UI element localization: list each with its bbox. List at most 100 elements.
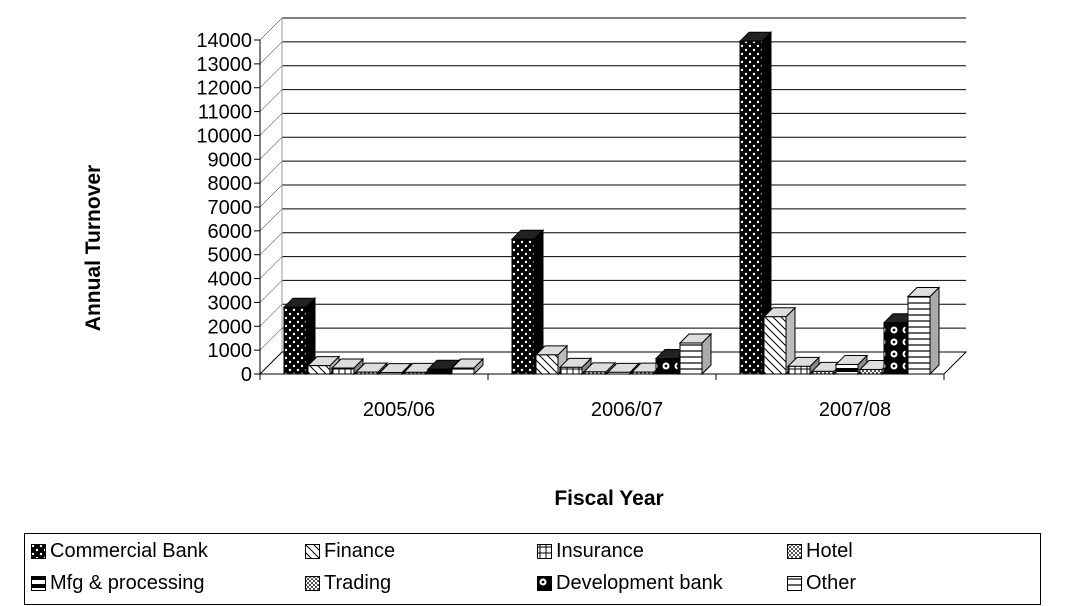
bar: [330, 357, 365, 376]
gridline-wall: [259, 41, 283, 65]
bar-front: [451, 367, 475, 375]
legend-item: Other: [787, 570, 856, 596]
gridline-wall: [259, 89, 283, 112]
legend-item: Commercial Bank: [31, 538, 208, 564]
legend-label: Insurance: [556, 539, 644, 562]
legend-swatch: [537, 543, 552, 559]
legend-swatch: [31, 575, 46, 591]
bar: [906, 286, 941, 376]
gridline-wall: [259, 17, 283, 41]
legend-swatch: [787, 575, 802, 591]
gridline-wall: [259, 137, 283, 160]
legend-label: Other: [806, 571, 857, 594]
x-tick-label: 2005/06: [363, 399, 435, 421]
y-tick-label: 6000: [208, 221, 253, 243]
bar-front: [739, 40, 763, 375]
y-tick-label: 8000: [208, 173, 253, 195]
gridlines: [259, 17, 966, 375]
bar: [354, 361, 389, 376]
gridline-wall: [259, 327, 283, 351]
gridline-wall: [259, 232, 283, 255]
legend-label: Hotel: [806, 539, 853, 562]
legend-item: Mfg & processing: [31, 570, 205, 596]
bar: [534, 344, 569, 376]
bar-front: [403, 371, 427, 375]
bar: [762, 306, 797, 376]
bar-front: [535, 354, 559, 375]
gridline-wall: [259, 113, 283, 136]
legend: Commercial Bank Finance Insurance Hotel Mfg …: [24, 533, 1041, 605]
bar-front: [583, 371, 607, 375]
y-tick-label: 9000: [208, 149, 253, 171]
gridline-wall: [259, 65, 283, 88]
bar-front: [859, 368, 883, 375]
labels: Annual Turnover Fiscal Year 2005/06 2006/…: [82, 165, 891, 510]
bar: [450, 357, 485, 376]
bar-front: [355, 371, 379, 375]
legend-item: Trading: [305, 570, 391, 596]
bar-side: [929, 286, 940, 376]
gridline-wall: [259, 280, 283, 303]
bar-front: [511, 238, 535, 375]
gridline-wall: [259, 184, 283, 208]
bar: [510, 229, 545, 376]
bar: [678, 332, 713, 376]
legend-item: Hotel: [787, 538, 853, 564]
bar-front: [679, 342, 703, 375]
bar-front: [655, 357, 679, 375]
bar-front: [331, 367, 355, 375]
bar-front: [907, 295, 931, 375]
bar-front: [607, 371, 631, 375]
legend-label: Mfg & processing: [50, 571, 205, 594]
y-tick-label: 12000: [196, 78, 252, 100]
legend-label: Trading: [324, 571, 392, 594]
bar-front: [283, 306, 307, 375]
y-tick-label: 4000: [208, 269, 253, 291]
legend-swatch: [31, 543, 46, 559]
bar-front: [307, 365, 331, 375]
bar-front: [787, 365, 811, 375]
bar-front: [631, 371, 655, 375]
y-tick-label: 14000: [196, 30, 252, 52]
y-tick-label: 1000: [208, 340, 253, 362]
legend-swatch: [305, 575, 320, 591]
legend-label: Commercial Bank: [50, 539, 208, 562]
legend-swatch: [787, 543, 802, 559]
y-tick-label: 10000: [196, 125, 252, 147]
gridline-wall: [259, 304, 283, 327]
bar: [606, 362, 641, 376]
bar-front: [427, 368, 451, 375]
bar-front: [559, 366, 583, 375]
x-tick-label: 2006/07: [591, 399, 663, 421]
bar-front: [883, 322, 907, 375]
x-tick-label: 2007/08: [819, 399, 891, 421]
axes: 0100020003000400050006000700080009000100…: [196, 30, 968, 386]
legend-item: Insurance: [537, 538, 644, 564]
bar-front: [835, 363, 859, 375]
y-tick-label: 3000: [208, 292, 253, 314]
y-tick-label: 11000: [198, 102, 252, 124]
bar-front: [811, 370, 835, 375]
y-axis-title: Annual Turnover: [82, 165, 105, 331]
bar: [786, 356, 821, 376]
bar: [582, 361, 617, 376]
y-tick-label: 0: [241, 364, 252, 386]
y-tick-label: 2000: [208, 316, 253, 338]
gridline-wall: [259, 256, 283, 279]
legend-item: Finance: [305, 538, 395, 564]
legend-swatch: [537, 575, 552, 591]
y-tick-label: 13000: [196, 54, 252, 76]
y-tick-label: 5000: [208, 245, 253, 267]
legend-label: Finance: [324, 539, 396, 562]
bar-front: [763, 316, 787, 375]
bar: [738, 30, 773, 376]
legend-label: Development bank: [556, 571, 723, 594]
gridline-wall: [259, 208, 283, 232]
legend-item: Development bank: [537, 570, 723, 596]
x-axis-title: Fiscal Year: [554, 487, 663, 510]
bars: [282, 30, 941, 376]
gridline-wall: [259, 160, 283, 184]
legend-swatch: [305, 543, 320, 559]
